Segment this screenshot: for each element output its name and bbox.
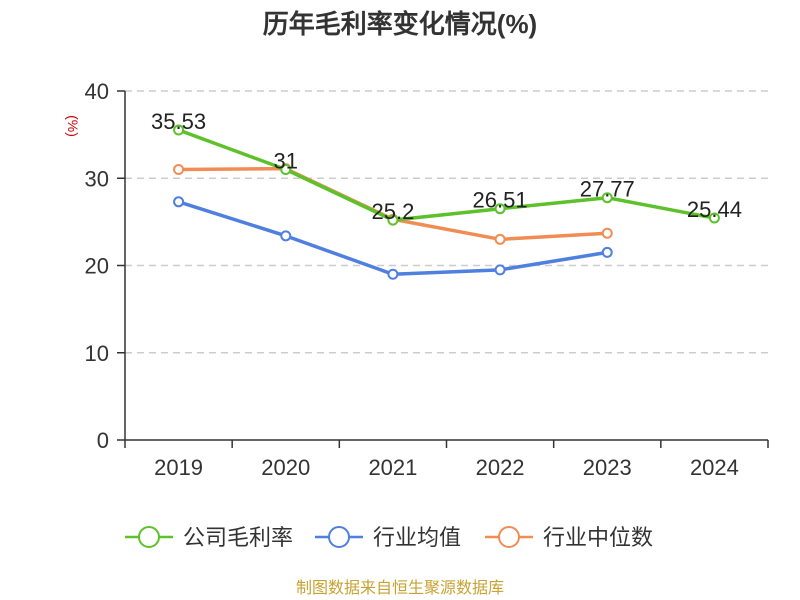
x-tick-label: 2023 xyxy=(583,455,632,480)
series-2 xyxy=(173,196,613,280)
data-label: 26.51 xyxy=(473,188,528,213)
data-point xyxy=(173,164,185,176)
y-tick-label: 10 xyxy=(85,341,109,366)
y-tick-label: 40 xyxy=(85,79,109,104)
data-point xyxy=(601,192,613,204)
data-labels: 35.53 31 25.2 26.51 27.77 25.44 xyxy=(151,109,742,224)
x-tick-label: 2021 xyxy=(368,455,417,480)
x-tick-label: 2020 xyxy=(261,455,310,480)
data-point xyxy=(708,212,720,224)
data-point xyxy=(494,233,506,245)
legend-label: 行业均值 xyxy=(373,525,461,550)
y-tick-label: 30 xyxy=(85,166,109,191)
data-point xyxy=(601,246,613,258)
data-label: 25.44 xyxy=(687,197,742,222)
y-axis-label: (%) xyxy=(65,115,81,137)
chart-title: 历年毛利率变化情况(%) xyxy=(263,9,537,39)
data-point xyxy=(494,203,506,215)
series-1 xyxy=(173,124,720,226)
legend-item: 行业中位数 xyxy=(485,525,653,550)
data-point xyxy=(387,268,399,280)
legend-marker-icon xyxy=(498,526,520,548)
data-label: 31 xyxy=(274,149,298,174)
x-tick-label: 2024 xyxy=(690,455,739,480)
x-tick-label: 2022 xyxy=(476,455,525,480)
data-point xyxy=(173,124,185,136)
source-note: 制图数据来自恒生聚源数据库 xyxy=(296,579,504,597)
legend-item: 行业均值 xyxy=(315,525,461,550)
data-point xyxy=(280,164,292,176)
series-line xyxy=(176,128,717,222)
data-label: 35.53 xyxy=(151,109,206,134)
y-tick-label: 20 xyxy=(85,254,109,279)
data-point xyxy=(280,230,292,242)
data-point xyxy=(173,196,185,208)
x-tick-label: 2019 xyxy=(154,455,203,480)
data-point xyxy=(494,264,506,276)
y-tick-label: 0 xyxy=(97,428,109,453)
gridlines xyxy=(125,90,768,354)
data-point xyxy=(601,227,613,239)
legend-item: 公司毛利率 xyxy=(125,525,293,550)
legend-marker-icon xyxy=(328,526,350,548)
legend: 公司毛利率 行业均值 行业中位数 xyxy=(125,525,653,550)
data-label: 25.2 xyxy=(372,199,415,224)
series-lines xyxy=(173,124,720,280)
data-point xyxy=(387,214,399,226)
legend-marker-icon xyxy=(138,526,160,548)
data-label: 27.77 xyxy=(580,177,635,202)
legend-label: 行业中位数 xyxy=(543,525,653,550)
legend-label: 公司毛利率 xyxy=(183,525,293,550)
axes: 0 10 20 30 40 2019 2020 2021 2022 2023 2024 xyxy=(85,79,769,480)
